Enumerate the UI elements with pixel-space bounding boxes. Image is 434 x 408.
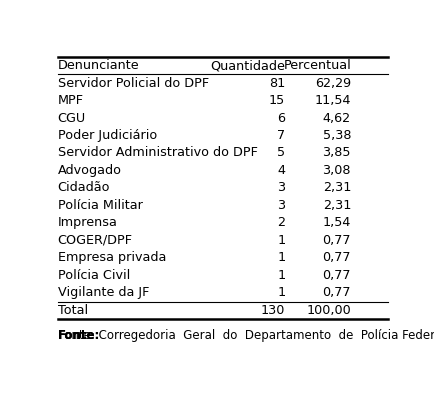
Text: Imprensa: Imprensa (58, 217, 117, 229)
Text: Polícia Civil: Polícia Civil (58, 269, 130, 282)
Text: 6: 6 (276, 111, 285, 124)
Text: Polícia Militar: Polícia Militar (58, 199, 142, 212)
Text: 2,31: 2,31 (322, 182, 350, 195)
Text: Denunciante: Denunciante (58, 59, 139, 72)
Text: Advogado: Advogado (58, 164, 122, 177)
Text: Vigilante da JF: Vigilante da JF (58, 286, 149, 299)
Text: Total: Total (58, 304, 88, 317)
Text: 2,31: 2,31 (322, 199, 350, 212)
Text: 7: 7 (276, 129, 285, 142)
Text: 62,29: 62,29 (314, 77, 350, 89)
Text: Fonte: Corregedoria  Geral  do  Departamento  de  Polícia Federal/Sistema  de  A: Fonte: Corregedoria Geral do Departament… (58, 328, 434, 341)
Text: 3,85: 3,85 (322, 146, 350, 160)
Text: 0,77: 0,77 (322, 286, 350, 299)
Text: 2: 2 (276, 217, 285, 229)
Text: 0,77: 0,77 (322, 251, 350, 264)
Text: 5,38: 5,38 (322, 129, 350, 142)
Text: Servidor Policial do DPF: Servidor Policial do DPF (58, 77, 208, 89)
Text: 1: 1 (276, 251, 285, 264)
Text: 3,08: 3,08 (322, 164, 350, 177)
Text: MPF: MPF (58, 94, 84, 107)
Text: 3: 3 (276, 182, 285, 195)
Text: Cidadão: Cidadão (58, 182, 110, 195)
Text: 1: 1 (276, 269, 285, 282)
Text: COGER/DPF: COGER/DPF (58, 234, 132, 247)
Text: Percentual: Percentual (283, 59, 350, 72)
Text: Empresa privada: Empresa privada (58, 251, 166, 264)
Text: 3: 3 (276, 199, 285, 212)
Text: 81: 81 (269, 77, 285, 89)
Text: 11,54: 11,54 (314, 94, 350, 107)
Text: 100,00: 100,00 (306, 304, 350, 317)
Text: 0,77: 0,77 (322, 269, 350, 282)
Text: 4,62: 4,62 (322, 111, 350, 124)
Text: 15: 15 (269, 94, 285, 107)
Text: 1: 1 (276, 286, 285, 299)
Text: 1,54: 1,54 (322, 217, 350, 229)
Text: Fonte:: Fonte: (58, 328, 100, 341)
Text: 4: 4 (276, 164, 285, 177)
Text: 0,77: 0,77 (322, 234, 350, 247)
Text: Fonte:: Fonte: (58, 328, 100, 341)
Text: CGU: CGU (58, 111, 86, 124)
Text: Quantidade: Quantidade (210, 59, 285, 72)
Text: 1: 1 (276, 234, 285, 247)
Text: Poder Judiciário: Poder Judiciário (58, 129, 157, 142)
Text: 130: 130 (260, 304, 285, 317)
Text: 5: 5 (276, 146, 285, 160)
Text: Servidor Administrativo do DPF: Servidor Administrativo do DPF (58, 146, 257, 160)
